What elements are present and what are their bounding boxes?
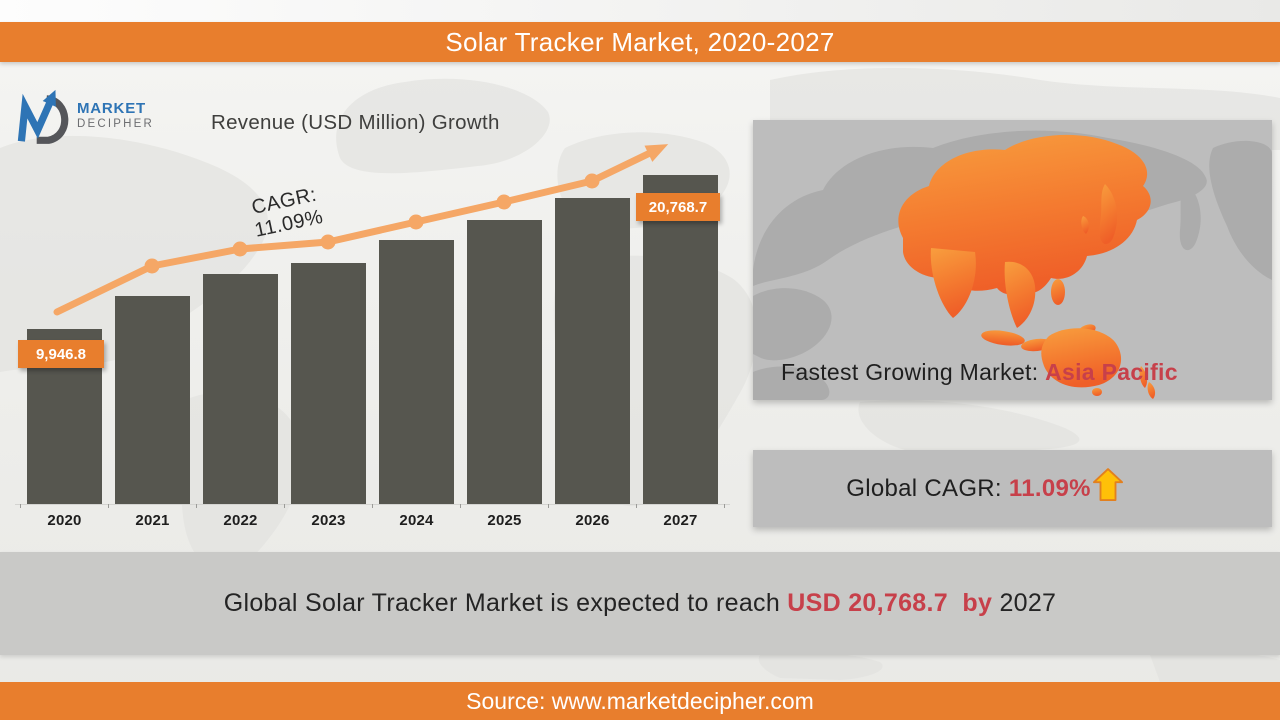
summary-strip: Global Solar Tracker Market is expected … xyxy=(0,552,1280,655)
top-strip xyxy=(0,0,1280,22)
map-caption-highlight: Asia Pacific xyxy=(1045,359,1178,385)
title-bar: Solar Tracker Market, 2020-2027 xyxy=(0,22,1280,62)
map-caption: Fastest Growing Market: Asia Pacific xyxy=(781,359,1178,386)
axis-tick xyxy=(108,504,109,508)
map-panel: Fastest Growing Market: Asia Pacific xyxy=(753,120,1272,400)
logo-market-text: MARKET xyxy=(77,100,146,118)
summary-highlight: USD 20,768.7 by xyxy=(787,589,993,617)
bar-2025 xyxy=(467,220,542,504)
axis-tick xyxy=(724,504,725,508)
x-label-2024: 2024 xyxy=(399,512,434,529)
brand-logo: MARKET DECIPHER xyxy=(16,86,154,146)
bar-2022 xyxy=(203,274,278,504)
axis-tick xyxy=(548,504,549,508)
axis-tick xyxy=(372,504,373,508)
axis-tick xyxy=(460,504,461,508)
x-label-2023: 2023 xyxy=(311,512,346,529)
chart-subtitle: Revenue (USD Million) Growth xyxy=(211,111,500,134)
axis-tick xyxy=(196,504,197,508)
logo-decipher-text: DECIPHER xyxy=(77,117,155,130)
x-label-2025: 2025 xyxy=(487,512,522,529)
summary-suffix: 2027 xyxy=(992,589,1057,617)
page-title: Solar Tracker Market, 2020-2027 xyxy=(445,26,835,57)
bar-2023 xyxy=(291,263,366,504)
logo-wordmark: MARKET DECIPHER xyxy=(77,101,154,130)
bar-2024 xyxy=(379,240,454,504)
x-label-2027: 2027 xyxy=(663,512,698,529)
x-label-2021: 2021 xyxy=(135,512,170,529)
axis-tick xyxy=(20,504,21,508)
asia-pacific-map xyxy=(753,130,1272,400)
x-label-2022: 2022 xyxy=(223,512,258,529)
global-cagr-label: Global CAGR: xyxy=(846,474,1009,502)
map-caption-prefix: Fastest Growing Market: xyxy=(781,359,1046,385)
data-label-2027: 20,768.7 xyxy=(636,193,720,221)
axis-tick xyxy=(284,504,285,508)
summary-prefix: Global Solar Tracker Market is expected … xyxy=(223,589,788,617)
md-logo-icon xyxy=(17,89,69,144)
global-cagr-panel: Global CAGR: 11.09% xyxy=(753,450,1272,527)
axis-tick xyxy=(636,504,637,508)
bar-2021 xyxy=(115,296,190,504)
bar-2026 xyxy=(555,198,630,504)
source-text: Source: www.marketdecipher.com xyxy=(466,687,814,714)
x-label-2026: 2026 xyxy=(575,512,610,529)
up-arrow-icon xyxy=(1092,467,1123,501)
x-label-2020: 2020 xyxy=(47,512,82,529)
global-cagr-value: 11.09% xyxy=(1008,474,1091,502)
bar-2027 xyxy=(643,175,718,504)
source-bar: Source: www.marketdecipher.com xyxy=(0,682,1280,720)
data-label-2020: 9,946.8 xyxy=(18,340,104,368)
